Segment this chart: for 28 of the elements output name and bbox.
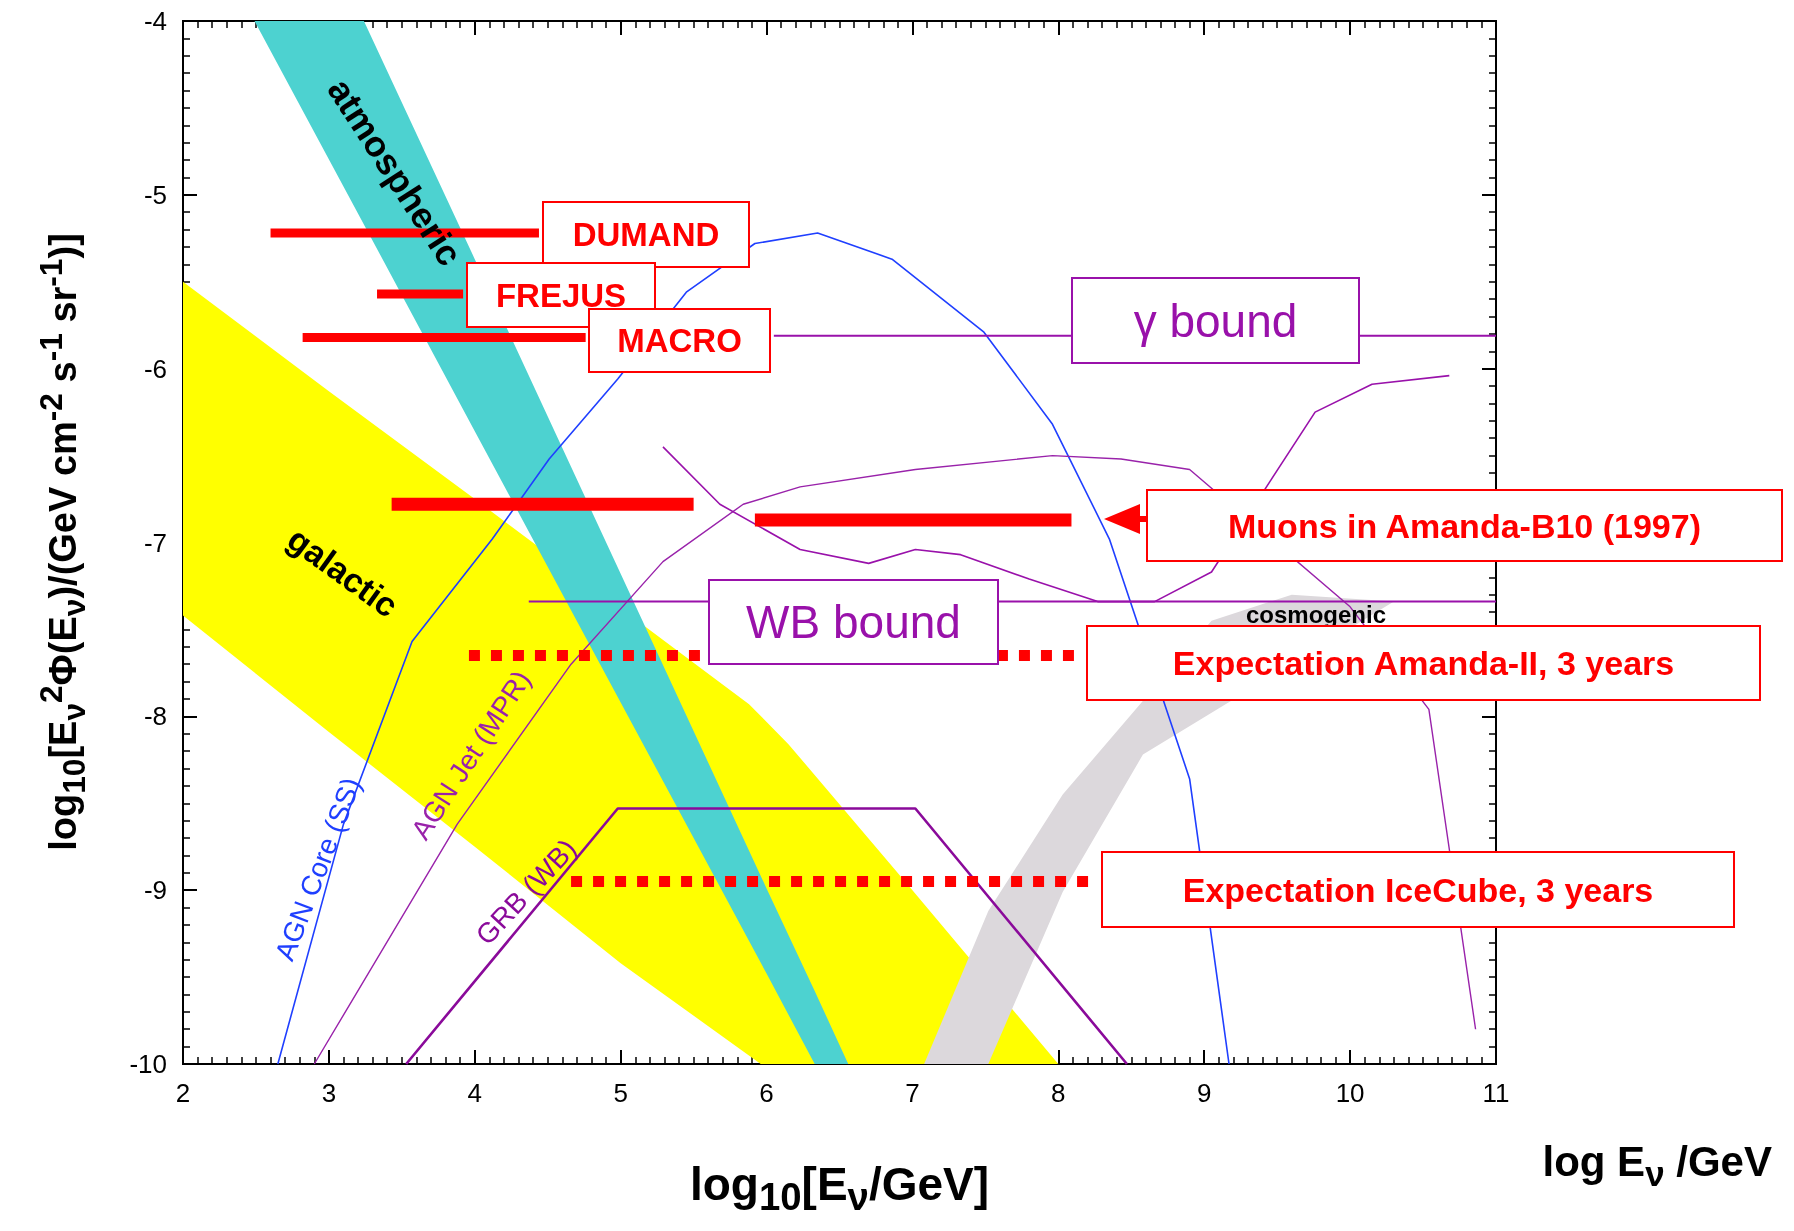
x-tick-label: 8 xyxy=(1051,1078,1066,1108)
series-label: WB bound xyxy=(746,596,961,648)
series-label: γ bound xyxy=(1133,294,1298,347)
y-tick-label: -7 xyxy=(143,527,167,558)
text: log E$_{ν}$ /GeV xyxy=(1542,1138,1772,1194)
x-tick-label: 7 xyxy=(905,1078,920,1108)
y-tick-label: -8 xyxy=(143,701,167,732)
y-tick-label: -9 xyxy=(143,875,167,906)
x-tick-label: 6 xyxy=(759,1078,774,1108)
x-tick-label: 10 xyxy=(1335,1078,1365,1108)
x-tick-label: 11 xyxy=(1482,1078,1510,1108)
x-tick-label: 4 xyxy=(467,1078,483,1108)
series-label: FREJUS xyxy=(495,276,627,314)
x-tick-label: 3 xyxy=(321,1078,337,1108)
y-tick-label: -10 xyxy=(129,1049,167,1079)
text: Muons in Amanda-B10 (1997) xyxy=(1228,506,1701,545)
x-axis-title: log$_{10}$[E$_{ν}$/GeV] xyxy=(689,1156,990,1220)
y-tick-label: -5 xyxy=(143,179,167,210)
x-tick-label: 2 xyxy=(175,1078,191,1108)
y-tick-label: -6 xyxy=(143,353,167,384)
text: Expectation Amanda-II, 3 years xyxy=(1172,644,1675,682)
series-label: DUMAND xyxy=(572,216,720,253)
series-label: MACRO xyxy=(617,322,742,359)
y-tick-label: -4 xyxy=(143,6,167,36)
text: Expectation IceCube, 3 years xyxy=(1182,870,1654,909)
x-tick-label: 5 xyxy=(613,1078,628,1108)
x-tick-label: 9 xyxy=(1196,1078,1212,1108)
text: AGN Core (SS) xyxy=(269,773,367,965)
